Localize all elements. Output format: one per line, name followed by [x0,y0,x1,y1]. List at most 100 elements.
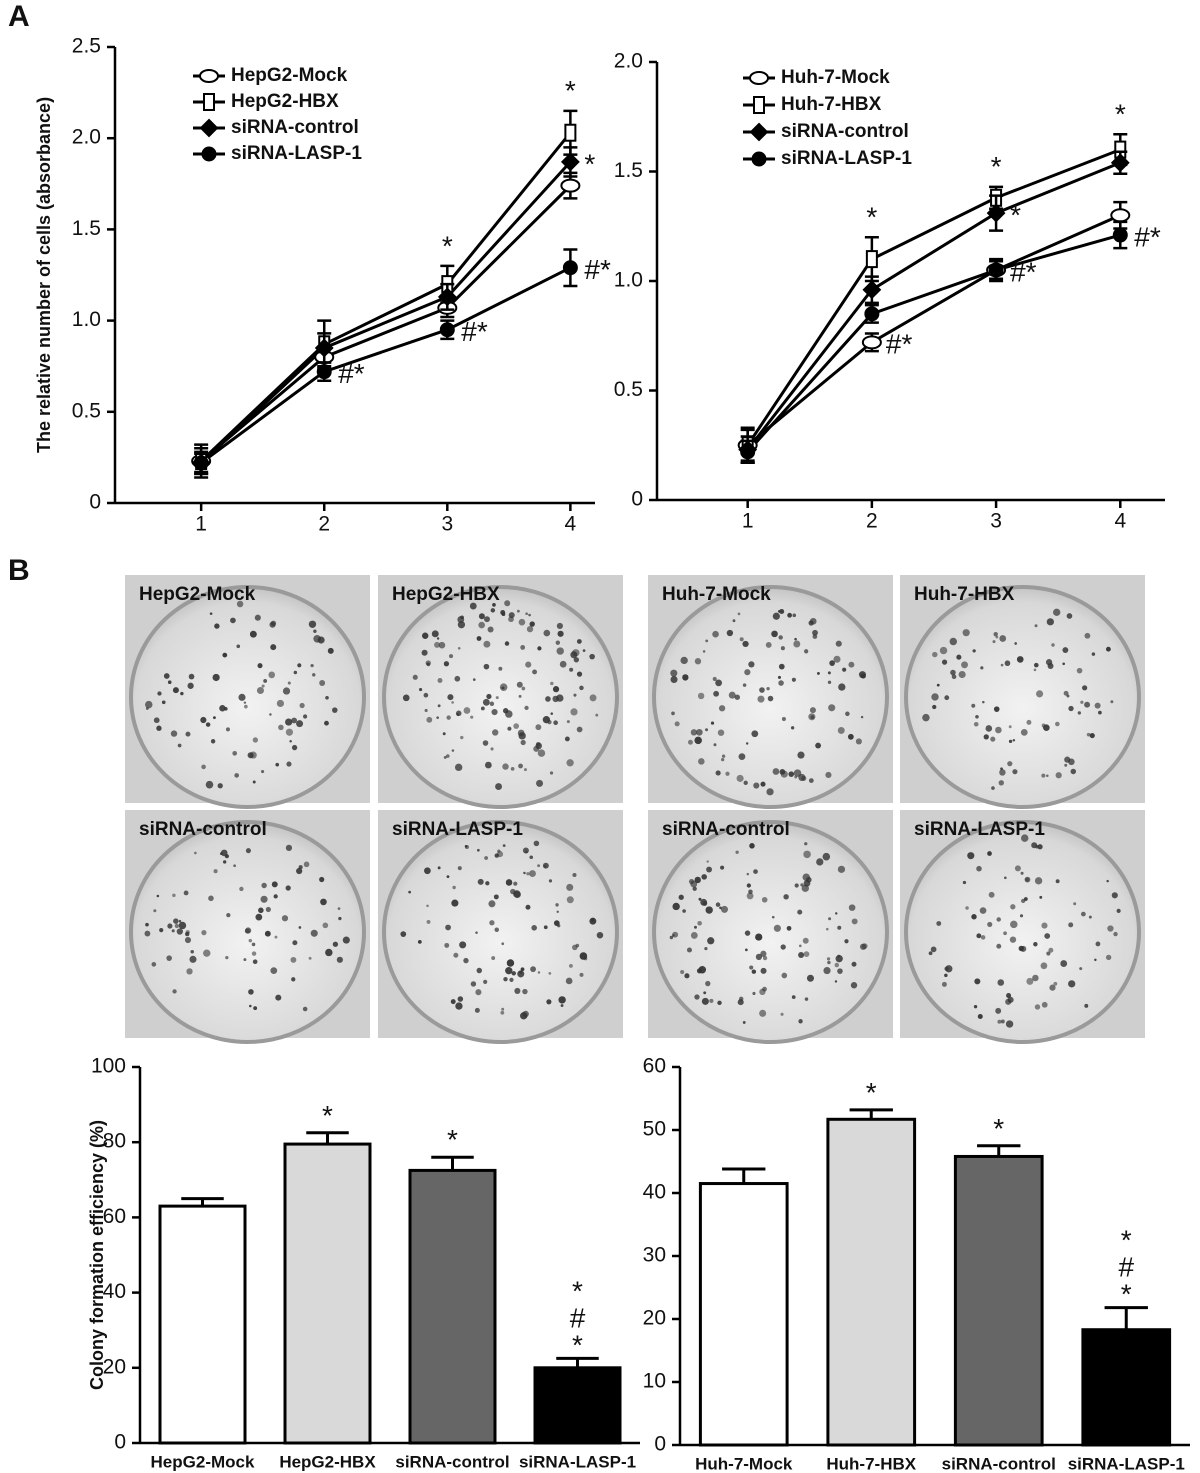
colony [548,971,552,975]
colony [753,869,758,874]
colony [980,666,984,670]
colony [822,852,831,861]
colony [219,705,226,712]
colony [576,639,582,644]
colony [494,927,499,932]
colony [455,1002,463,1010]
legend-label: siRNA-control [231,117,359,138]
colony [490,747,494,751]
colony [827,680,832,684]
colony [1005,1020,1014,1028]
colony [979,907,987,914]
colony [291,977,296,982]
colony [478,621,485,629]
colony [248,989,254,995]
colony [422,632,429,639]
annotation: #* [338,358,365,389]
colony [728,691,736,699]
legend-entry: Huh-7-Mock [743,67,890,88]
colony [815,742,822,749]
colony [1034,1004,1041,1010]
bar [533,1366,622,1445]
colony [996,917,1001,922]
colony [289,740,292,743]
colony [698,758,705,765]
y-tick-label: 1.5 [72,217,101,240]
colony [570,651,578,659]
x-tick-label: 2 [318,513,330,536]
colony [988,891,995,898]
colony [478,613,485,620]
colony [463,957,469,964]
y-tick-label: 50 [643,1118,666,1141]
colony [502,844,506,847]
image-label: HepG2-HBX [392,584,500,605]
colony [746,892,754,900]
colony [780,770,788,778]
colony [224,707,228,711]
colony [1084,701,1091,708]
colony [287,681,291,685]
point [564,123,577,142]
colony [525,612,528,616]
colony [408,890,412,894]
colony [1053,608,1061,616]
image-label: siRNA-LASP-1 [914,819,1045,840]
colony [285,885,291,891]
colony [1080,700,1084,704]
colony-image: Huh-7-Mock [648,575,893,809]
colony [738,753,746,761]
point [1112,227,1128,243]
point [988,262,1004,278]
colony [1091,652,1096,656]
annotation: #* [886,329,913,360]
colony [480,706,485,711]
annotation: * [565,75,576,106]
colony [682,909,686,913]
x-tick-label: HepG2-Mock [151,1452,255,1471]
colony [1000,767,1003,771]
colony [557,630,564,637]
colony [670,669,678,677]
colony [851,961,857,967]
colony [176,928,183,935]
colony [501,1007,505,1011]
colony [489,920,495,926]
colony [993,706,1000,712]
colony [944,966,949,971]
colony [936,683,940,687]
colony [788,771,795,777]
colony [713,690,720,697]
colony [537,749,546,757]
colony [285,844,293,852]
colony [922,713,930,722]
colony [255,913,263,921]
colony [303,861,310,868]
colony [436,716,439,719]
colony [995,726,1002,734]
colony [596,931,604,939]
colony [183,890,189,896]
colony [205,722,211,727]
colony [1049,984,1056,991]
colony [238,693,246,701]
colony [742,1021,746,1024]
colony [201,764,206,770]
colony [451,899,459,907]
colony [308,620,317,628]
colony [573,657,580,663]
colony [1084,1003,1089,1008]
colony [495,696,499,700]
colony [251,951,257,956]
colony [243,958,247,962]
colony [451,749,455,752]
colony [402,694,410,702]
colony [1033,668,1037,672]
point [437,287,457,307]
colony [248,938,253,943]
colony [513,723,520,729]
colony [180,691,184,696]
colony [971,703,976,708]
legend-label: siRNA-LASP-1 [231,143,362,164]
annotation: * [983,1113,1014,1140]
